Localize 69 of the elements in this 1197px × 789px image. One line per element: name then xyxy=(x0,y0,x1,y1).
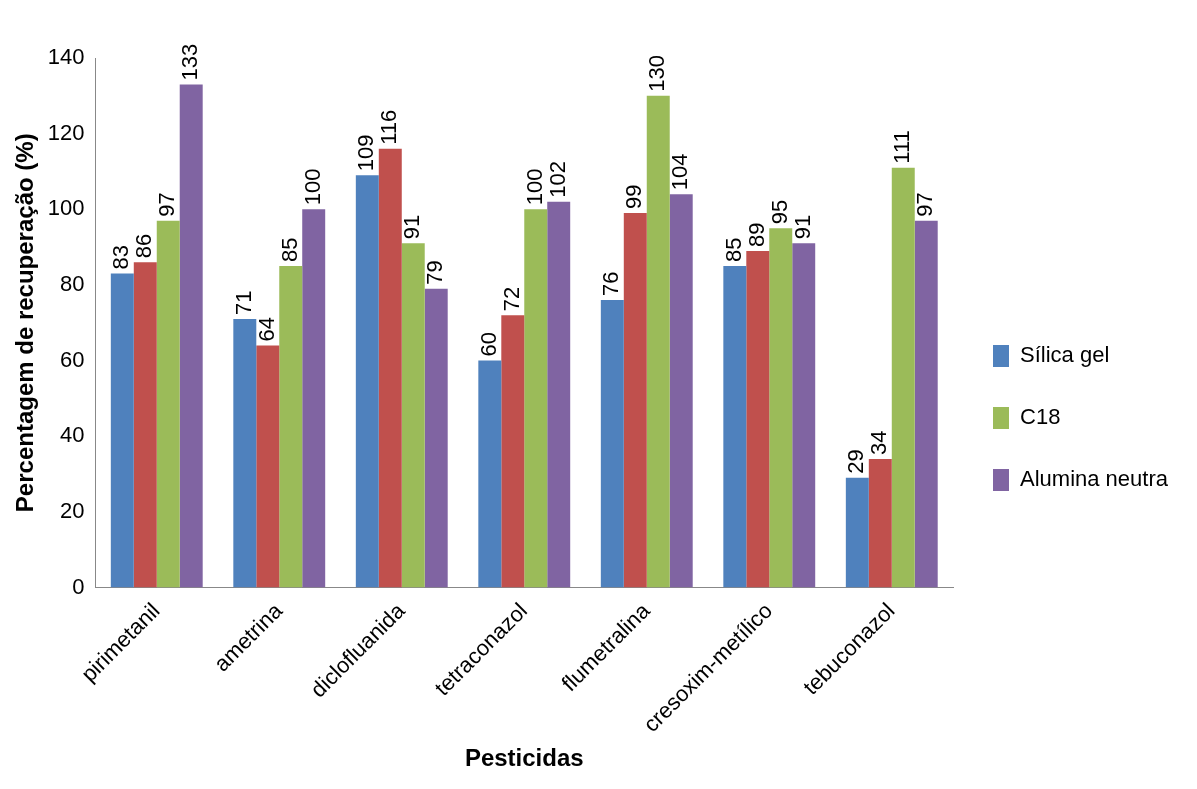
bar xyxy=(133,262,157,588)
bar xyxy=(914,220,938,588)
bar xyxy=(547,201,571,588)
bar xyxy=(524,209,548,588)
y-tick-label: 0 xyxy=(72,573,85,599)
data-label: 130 xyxy=(644,55,670,92)
bar xyxy=(233,318,257,588)
data-label: 71 xyxy=(230,290,256,315)
legend-label: C18 xyxy=(1020,404,1061,430)
data-label: 97 xyxy=(154,192,180,217)
data-label: 29 xyxy=(843,449,869,474)
bar xyxy=(378,148,402,588)
data-label: 97 xyxy=(912,192,938,217)
data-label: 95 xyxy=(766,199,792,225)
data-label: 85 xyxy=(276,237,302,263)
bar xyxy=(401,243,425,588)
data-label: 72 xyxy=(498,286,524,312)
data-label: 86 xyxy=(131,233,157,259)
y-tick-label: 140 xyxy=(47,44,85,70)
y-tick-label: 60 xyxy=(60,346,85,372)
data-label: 34 xyxy=(866,430,892,455)
bar xyxy=(600,300,624,588)
legend-label: Sílica gel xyxy=(1020,342,1110,368)
data-label: 100 xyxy=(521,168,547,206)
data-label: 64 xyxy=(253,316,279,342)
bar xyxy=(279,266,303,588)
x-axis-title: Pesticidas xyxy=(464,744,584,772)
bar xyxy=(623,213,647,588)
legend-label: Alumina neutra xyxy=(1020,466,1169,492)
data-label: 91 xyxy=(399,214,425,240)
bar xyxy=(868,458,892,588)
bar xyxy=(723,266,747,588)
y-tick-label: 40 xyxy=(60,422,85,448)
y-axis-title: Percentagem de recuperação (%) xyxy=(11,133,39,513)
bar xyxy=(501,315,525,588)
bar xyxy=(355,175,379,588)
y-tick-label: 80 xyxy=(60,271,85,296)
bar xyxy=(156,220,180,588)
bar xyxy=(769,228,793,588)
data-label: 109 xyxy=(353,134,379,172)
bar xyxy=(669,194,693,588)
bar xyxy=(110,273,134,588)
data-label: 100 xyxy=(299,168,325,206)
data-label: 79 xyxy=(422,260,448,285)
bar xyxy=(746,250,770,588)
data-label: 83 xyxy=(108,245,134,270)
y-tick-label: 100 xyxy=(47,195,85,221)
data-label: 60 xyxy=(475,332,501,357)
bar xyxy=(478,360,502,588)
data-label: 133 xyxy=(177,43,203,81)
bar xyxy=(179,84,203,588)
data-label: 104 xyxy=(667,153,693,191)
bar xyxy=(424,288,448,588)
bar xyxy=(646,95,670,588)
data-label: 116 xyxy=(376,109,402,145)
bar xyxy=(845,477,869,588)
data-label: 102 xyxy=(544,161,570,198)
data-label: 111 xyxy=(889,130,915,164)
y-tick-label: 20 xyxy=(60,497,85,523)
bar xyxy=(792,243,816,588)
bar xyxy=(256,345,280,588)
bar xyxy=(891,167,915,588)
bar xyxy=(302,209,326,588)
data-label: 99 xyxy=(621,184,647,210)
data-label: 85 xyxy=(720,237,746,263)
data-label: 91 xyxy=(789,214,815,240)
data-label: 76 xyxy=(598,271,624,297)
data-label: 89 xyxy=(743,222,769,247)
y-tick-label: 120 xyxy=(47,119,85,145)
